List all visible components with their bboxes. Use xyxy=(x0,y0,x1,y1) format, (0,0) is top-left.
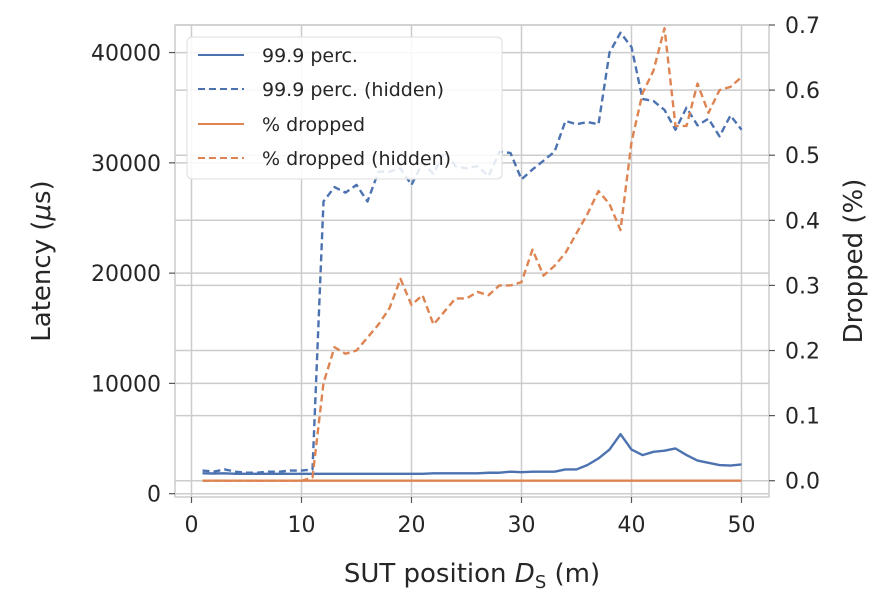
x-tick-label: 40 xyxy=(618,513,646,538)
legend-box xyxy=(186,36,503,180)
plot-area-frame xyxy=(174,24,770,498)
y-left-tick-label: 30000 xyxy=(91,152,161,177)
x-tick-label: 20 xyxy=(398,513,426,538)
legend-label-dropped-hidden: % dropped (hidden) xyxy=(262,148,451,170)
y-left-tick-label: 40000 xyxy=(91,42,161,67)
y-right-tick-label: 0.6 xyxy=(785,79,820,104)
y-left-tick-label: 10000 xyxy=(91,372,161,397)
legend: 99.9 perc. 99.9 perc. (hidden) % dropped… xyxy=(186,36,503,180)
legend-label-latency: 99.9 perc. xyxy=(262,45,358,67)
axis-ticks: 0 10 20 30 40 50 0 10000 20000 30000 40000 0.0 0.1 0.… xyxy=(91,14,820,538)
x-tick-label: 30 xyxy=(508,513,536,538)
y-left-tick-label: 0 xyxy=(147,483,161,508)
y-right-tick-label: 0.0 xyxy=(785,470,820,495)
y-right-tick-label: 0.5 xyxy=(785,144,820,169)
x-tick-label: 10 xyxy=(288,513,316,538)
y-left-tick-label: 20000 xyxy=(91,262,161,287)
x-tick-label: 0 xyxy=(185,513,199,538)
y-axis-right-title: Dropped (%) xyxy=(839,179,869,344)
legend-label-latency-hidden: 99.9 perc. (hidden) xyxy=(262,79,444,101)
y-right-tick-label: 0.2 xyxy=(785,340,820,365)
series-line-dropped-hidden xyxy=(202,27,743,482)
y-right-tick-label: 0.1 xyxy=(785,405,820,430)
y-right-tick-label: 0.7 xyxy=(785,14,820,39)
y-axis-left-title: Latency (μs) xyxy=(27,180,57,341)
x-tick-label: 50 xyxy=(728,513,756,538)
y-right-tick-label: 0.3 xyxy=(785,274,820,299)
x-axis-title: SUT position DS (m) xyxy=(344,559,600,593)
y-right-tick-label: 0.4 xyxy=(785,209,820,234)
legend-label-dropped: % dropped xyxy=(262,114,365,136)
series-line-latency xyxy=(202,432,742,476)
